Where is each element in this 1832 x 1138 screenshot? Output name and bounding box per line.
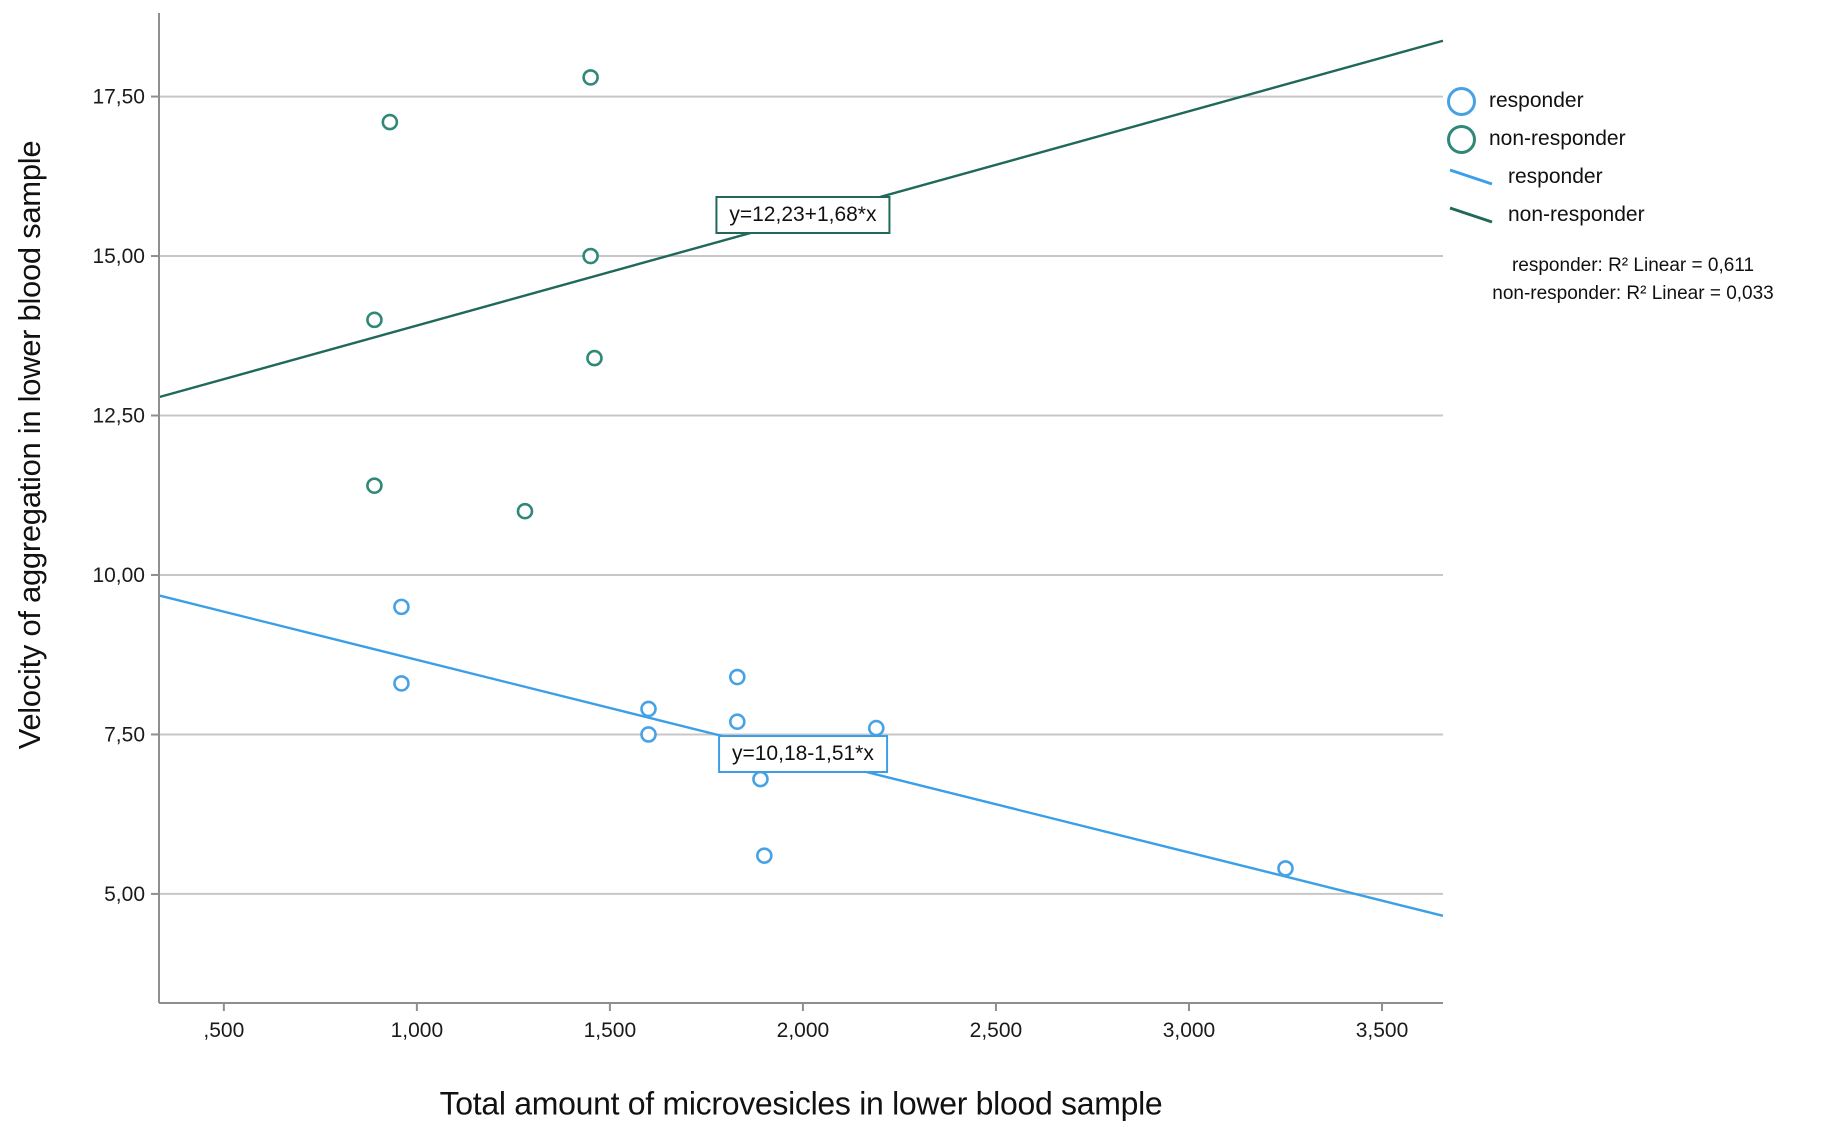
x-tick-label: 1,500 — [584, 1019, 637, 1042]
data-point-responder — [756, 847, 773, 864]
x-axis-title: Total amount of microvesicles in lower b… — [439, 1085, 1163, 1122]
data-point-responder — [640, 726, 657, 743]
data-point-non-responder — [586, 349, 603, 367]
x-tick-label: 2,000 — [777, 1019, 830, 1042]
y-tick-label: 15,00 — [92, 245, 145, 268]
y-tick-label: 12,50 — [92, 405, 145, 428]
data-point-responder — [752, 770, 769, 788]
data-point-responder — [1277, 860, 1294, 877]
data-point-responder — [729, 713, 746, 730]
y-tick-label: 10,00 — [92, 564, 145, 587]
x-tick-label: 3,000 — [1163, 1019, 1216, 1042]
non-responder-line-icon — [1449, 206, 1493, 224]
data-point-non-responder — [516, 502, 534, 520]
non-responder-marker-icon — [1447, 124, 1476, 154]
data-point-responder — [393, 598, 410, 616]
data-point-responder — [867, 719, 885, 737]
data-point-non-responder — [366, 477, 383, 494]
x-tick-label: ,500 — [203, 1019, 244, 1042]
legend-item-non-responder-line: non-responder — [1447, 196, 1645, 234]
x-tick-label: 1,000 — [391, 1019, 444, 1042]
legend-item-non-responder-marker: non-responder — [1447, 120, 1645, 158]
legend-item-responder-marker: responder — [1447, 82, 1645, 120]
r-squared-annotations: responder: R² Linear = 0,611 non-respond… — [1438, 252, 1828, 308]
regression-equation-label-non-responder: y=12,23+1,68*x — [715, 195, 891, 234]
data-point-non-responder — [366, 311, 383, 329]
regression-equation-label-responder: y=10,18-1,51*x — [717, 734, 888, 773]
y-axis-title: Velocity of aggregation in lower blood s… — [12, 140, 47, 750]
y-tick-label: 5,00 — [104, 883, 145, 906]
data-point-non-responder — [582, 69, 599, 86]
r-squared-non-responder: non-responder: R² Linear = 0,033 — [1492, 283, 1774, 304]
responder-marker-icon — [1447, 86, 1476, 116]
legend: responder non-responder responder non-re… — [1447, 82, 1645, 234]
legend-item-responder-line: responder — [1447, 158, 1645, 196]
legend-label: responder — [1489, 89, 1584, 112]
responder-line-icon — [1449, 168, 1493, 186]
legend-label: non-responder — [1508, 203, 1645, 226]
data-point-responder — [393, 675, 410, 692]
data-point-responder — [729, 668, 746, 686]
data-point-non-responder — [381, 113, 399, 131]
r-squared-responder: responder: R² Linear = 0,611 — [1511, 255, 1755, 276]
legend-label: non-responder — [1489, 127, 1626, 150]
x-tick-label: 3,500 — [1356, 1019, 1409, 1042]
y-tick-label: 7,50 — [104, 723, 145, 746]
data-point-non-responder — [582, 247, 599, 265]
x-tick-label: 2,500 — [970, 1019, 1023, 1042]
data-point-responder — [640, 700, 657, 718]
y-tick-label: 17,50 — [92, 86, 145, 109]
legend-label: responder — [1508, 165, 1603, 188]
